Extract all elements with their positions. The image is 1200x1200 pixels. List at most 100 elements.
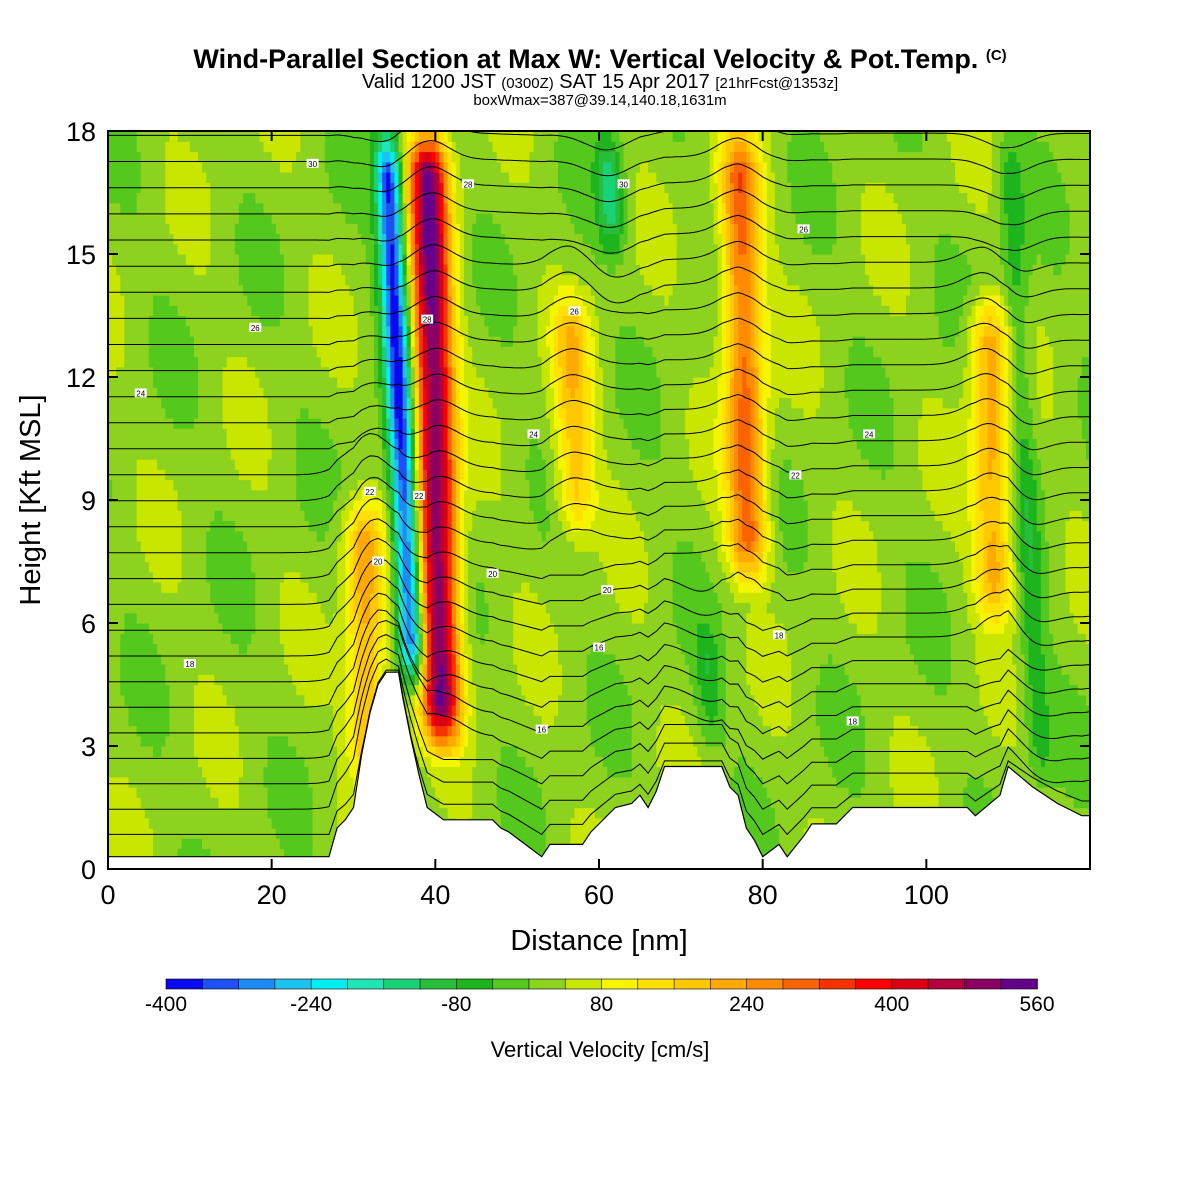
w-cell: [259, 735, 265, 747]
w-cell: [267, 541, 273, 552]
w-cell: [214, 223, 220, 235]
w-cell: [148, 202, 154, 214]
w-cell: [312, 797, 318, 809]
w-cell: [214, 828, 220, 839]
w-cell: [271, 305, 277, 317]
w-cell: [173, 756, 179, 768]
w-cell: [226, 797, 232, 809]
w-cell: [308, 172, 314, 183]
w-cell: [214, 448, 220, 460]
w-cell: [181, 715, 187, 727]
w-cell: [255, 131, 260, 142]
w-cell: [161, 541, 166, 552]
w-cell: [222, 305, 228, 317]
w-cell: [308, 643, 314, 655]
w-cell: [144, 479, 150, 491]
w-cell: [112, 530, 117, 542]
w-cell: [259, 346, 265, 358]
w-cell: [275, 172, 281, 183]
w-cell: [320, 817, 326, 829]
w-cell: [275, 612, 281, 624]
w-cell: [300, 141, 305, 153]
w-cell: [222, 264, 228, 276]
w-cell: [238, 664, 244, 675]
w-cell: [173, 633, 179, 645]
w-cell: [124, 295, 130, 306]
w-cell: [161, 643, 166, 655]
w-cell: [255, 192, 260, 204]
w-cell: [288, 817, 293, 829]
w-cell: [267, 787, 273, 798]
w-cell: [112, 633, 117, 645]
w-cell: [218, 438, 224, 450]
w-cell: [255, 233, 260, 245]
w-cell: [230, 172, 236, 183]
w-cell: [316, 274, 322, 286]
w-cell: [324, 305, 330, 317]
w-cell: [308, 582, 314, 593]
w-cell: [382, 469, 387, 481]
w-cell: [357, 192, 363, 204]
w-cell: [157, 735, 162, 747]
w-cell: [177, 438, 183, 450]
w-cell: [296, 674, 301, 686]
w-cell: [243, 407, 248, 419]
w-cell: [292, 510, 297, 522]
w-cell: [181, 633, 187, 645]
w-cell: [247, 715, 252, 727]
w-cell: [181, 387, 187, 399]
w-cell: [136, 479, 142, 491]
w-cell: [210, 428, 215, 440]
w-cell: [140, 787, 146, 798]
w-cell: [132, 264, 138, 276]
w-cell: [271, 735, 277, 747]
w-cell: [128, 387, 134, 399]
w-cell: [243, 787, 248, 798]
w-cell: [275, 684, 281, 696]
w-cell: [369, 633, 375, 645]
w-cell: [247, 582, 252, 593]
w-cell: [238, 602, 244, 614]
w-cell: [124, 592, 130, 604]
w-cell: [234, 377, 240, 388]
w-cell: [324, 746, 330, 757]
w-cell: [157, 838, 162, 850]
w-cell: [157, 725, 162, 737]
w-cell: [382, 407, 387, 419]
w-cell: [144, 541, 150, 552]
w-cell: [210, 848, 215, 860]
w-cell: [353, 346, 359, 358]
w-cell: [300, 397, 305, 409]
w-cell: [165, 602, 170, 614]
w-cell: [361, 243, 367, 255]
w-cell: [238, 336, 244, 347]
w-cell: [210, 397, 215, 409]
w-cell: [238, 151, 244, 163]
w-cell: [238, 694, 244, 706]
w-cell: [128, 664, 134, 675]
w-cell: [222, 766, 228, 778]
w-cell: [247, 817, 252, 829]
w-cell: [324, 807, 330, 819]
w-cell: [324, 274, 330, 286]
w-cell: [157, 151, 162, 163]
w-cell: [328, 541, 334, 552]
w-cell: [288, 551, 293, 563]
w-cell: [226, 643, 232, 655]
w-cell: [345, 192, 351, 204]
w-cell: [185, 172, 191, 183]
w-cell: [259, 694, 265, 706]
w-cell: [226, 366, 232, 378]
w-cell: [177, 161, 183, 173]
w-cell: [214, 838, 220, 850]
w-cell: [169, 366, 175, 378]
w-cell: [373, 530, 379, 542]
w-cell: [275, 151, 281, 163]
w-cell: [120, 582, 125, 593]
w-cell: [202, 623, 207, 634]
w-cell: [112, 151, 117, 163]
w-cell: [292, 735, 297, 747]
w-cell: [214, 213, 220, 224]
w-cell: [312, 817, 318, 829]
w-cell: [169, 448, 175, 460]
